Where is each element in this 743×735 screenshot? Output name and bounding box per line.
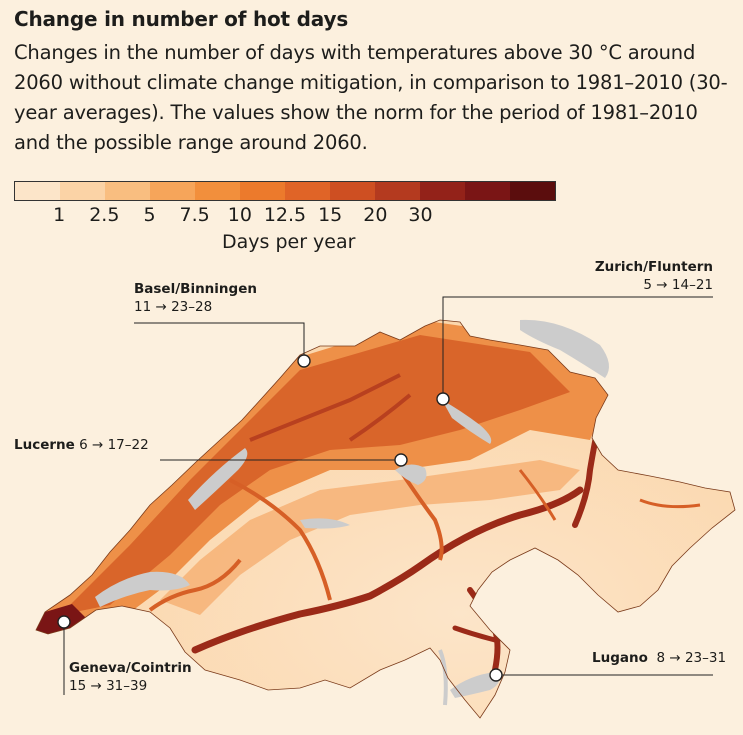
prealps-zone — [160, 460, 580, 615]
legend-swatch — [420, 182, 465, 200]
station-name-lugano: Lugano — [592, 650, 648, 666]
color-scale-legend — [14, 181, 556, 201]
station-markers — [57, 354, 503, 682]
valley-tributary — [518, 469, 557, 521]
legend-swatch — [105, 182, 150, 200]
station-marker-lucerne — [394, 453, 408, 467]
legend-tick-label: 10 — [227, 204, 252, 226]
lake-lugano — [450, 672, 499, 698]
station-label-geneva: Geneva/Cointrin — [69, 660, 192, 676]
station-label-lugano: Lugano 8 → 23–31 — [592, 650, 726, 666]
map-subtitle: Changes in the number of days with tempe… — [14, 41, 728, 154]
station-label-basel: Basel/Binningen — [134, 281, 257, 297]
lakes — [95, 319, 609, 706]
station-name-lucerne: Lucerne — [14, 437, 75, 453]
station-value-lugano: 8 → 23–31 — [656, 650, 727, 666]
station-value-basel: 11 → 23–28 — [134, 299, 213, 315]
station-label-lucerne: Lucerne 6 → 17–22 — [14, 437, 149, 453]
station-value-zurich: 5 → 14–21 — [643, 277, 713, 293]
valley-tributary — [148, 558, 242, 612]
legend-swatch — [150, 182, 195, 200]
legend-swatch — [15, 182, 60, 200]
jura-ridge — [249, 373, 401, 442]
valley-tributary — [398, 468, 444, 561]
legend-swatch — [510, 182, 555, 200]
station-value-geneva: 15 → 31–39 — [69, 678, 148, 694]
valley-tributary — [639, 498, 701, 509]
lake-lucerne — [395, 464, 427, 485]
legend-tick-label: 2.5 — [89, 204, 120, 226]
rhone-valley — [191, 486, 584, 654]
station-marker-geneva — [57, 615, 71, 629]
legend-tick-label: 5 — [143, 204, 156, 226]
lake-geneva — [95, 571, 190, 607]
station-value-lucerne: 6 → 17–22 — [79, 437, 149, 453]
lake-thun — [300, 518, 350, 529]
valley-tributary — [348, 393, 412, 442]
legend-swatch — [330, 182, 375, 200]
legend-tick-label: 1 — [53, 204, 66, 226]
basel-leader — [134, 322, 305, 361]
legend-swatch — [375, 182, 420, 200]
lake-constance — [520, 319, 609, 378]
legend-unit-label: Days per year — [222, 231, 356, 253]
legend-swatch — [465, 182, 510, 200]
station-marker-basel — [297, 354, 311, 368]
legend-tick-label: 30 — [408, 204, 433, 226]
legend-tick-label: 12.5 — [263, 204, 307, 226]
legend-swatch — [285, 182, 330, 200]
legend-tick-label: 7.5 — [179, 204, 210, 226]
station-marker-zurich — [436, 392, 450, 406]
legend-swatch — [240, 182, 285, 200]
valley-tributary — [229, 478, 332, 601]
station-marker-lugano — [489, 668, 503, 682]
legend-swatch — [195, 182, 240, 200]
map-title: Change in number of hot days — [14, 7, 349, 31]
callout-lines — [63, 296, 713, 695]
lake-zurich — [442, 400, 492, 444]
legend-swatch — [60, 182, 105, 200]
legend-tick-label: 20 — [363, 204, 388, 226]
lake-neuchatel — [188, 448, 248, 510]
zurich-leader — [442, 296, 713, 399]
legend-tick-label: 15 — [318, 204, 343, 226]
station-label-zurich: Zurich/Fluntern — [594, 259, 713, 275]
lake-maggiore — [438, 649, 448, 706]
